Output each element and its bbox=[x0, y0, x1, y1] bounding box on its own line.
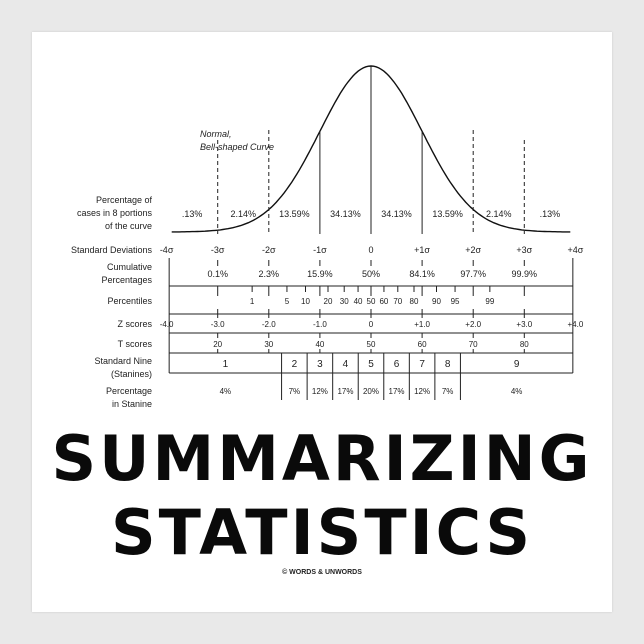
stanine-percentage: 7% bbox=[289, 387, 301, 396]
row-label-stanines: (Stanines) bbox=[111, 369, 152, 379]
z-score-label: +3.0 bbox=[516, 320, 532, 329]
portion-label: 34.13% bbox=[330, 209, 361, 219]
stanine-percentage: 4% bbox=[220, 387, 232, 396]
percentile-label: 95 bbox=[451, 297, 460, 306]
cumulative-label: 97.7% bbox=[460, 269, 486, 279]
portion-label: 2.14% bbox=[486, 209, 512, 219]
percentile-label: 80 bbox=[410, 297, 419, 306]
cumulative-label: 84.1% bbox=[409, 269, 435, 279]
cumulative-label: 0.1% bbox=[207, 269, 228, 279]
sd-label: +3σ bbox=[516, 245, 532, 255]
stanine-label: 9 bbox=[514, 359, 520, 370]
title-line-1: SUMMARIZING bbox=[51, 422, 593, 495]
normal-distribution-diagram: Normal, Bell-shaped Curve Percentage of cas… bbox=[71, 65, 584, 409]
percentile-label: 1 bbox=[250, 297, 255, 306]
stanine-percentage: 7% bbox=[442, 387, 454, 396]
stanine-percentage: 4% bbox=[511, 387, 523, 396]
sd-label: -1σ bbox=[313, 245, 327, 255]
portion-label: .13% bbox=[540, 209, 561, 219]
z-score-label: -1.0 bbox=[313, 320, 327, 329]
stanine-label: 1 bbox=[223, 359, 229, 370]
stanine-label: 8 bbox=[445, 359, 451, 370]
row-label-cumulative: Cumulative bbox=[107, 262, 152, 272]
portion-label: 13.59% bbox=[432, 209, 463, 219]
stanine-percentage: 12% bbox=[312, 387, 328, 396]
percentile-label: 90 bbox=[432, 297, 441, 306]
percentile-label: 30 bbox=[340, 297, 349, 306]
t-score-label: 50 bbox=[367, 340, 376, 349]
row-label-percentiles: Percentiles bbox=[107, 296, 152, 306]
t-score-label: 30 bbox=[264, 340, 273, 349]
sd-label: +2σ bbox=[465, 245, 481, 255]
sd-label: 0 bbox=[368, 245, 373, 255]
percentile-label: 20 bbox=[324, 297, 333, 306]
cumulative-label: 2.3% bbox=[259, 269, 280, 279]
stanine-percentage: 17% bbox=[337, 387, 353, 396]
stanine-label: 2 bbox=[292, 359, 298, 370]
portion-label: 2.14% bbox=[230, 209, 256, 219]
z-score-label: +2.0 bbox=[465, 320, 481, 329]
z-score-label: 0 bbox=[369, 320, 374, 329]
percentile-label: 99 bbox=[485, 297, 494, 306]
row-label-stanine-pct: Percentage bbox=[106, 386, 152, 396]
t-score-label: 40 bbox=[315, 340, 324, 349]
row-label-z: Z scores bbox=[117, 319, 152, 329]
sd-label: +4σ bbox=[567, 245, 583, 255]
stanine-label: 6 bbox=[394, 359, 400, 370]
percentile-label: 60 bbox=[379, 297, 388, 306]
portion-label: .13% bbox=[182, 209, 203, 219]
percentile-label: 50 bbox=[367, 297, 376, 306]
row-label-portions: cases in 8 portions bbox=[77, 208, 153, 218]
cumulative-label: 50% bbox=[362, 269, 380, 279]
stanine-percentage: 20% bbox=[363, 387, 379, 396]
z-score-label: +4.0 bbox=[568, 320, 584, 329]
z-score-label: -4.0 bbox=[160, 320, 174, 329]
z-score-label: -3.0 bbox=[211, 320, 225, 329]
portion-label: 13.59% bbox=[279, 209, 310, 219]
row-label-cumulative: Percentages bbox=[101, 275, 152, 285]
sd-label: -2σ bbox=[262, 245, 276, 255]
z-score-label: -2.0 bbox=[262, 320, 276, 329]
t-score-label: 70 bbox=[469, 340, 478, 349]
percentile-label: 5 bbox=[285, 297, 290, 306]
curve-label: Bell-shaped Curve bbox=[200, 142, 274, 152]
percentile-label: 70 bbox=[393, 297, 402, 306]
row-label-portions: Percentage of bbox=[96, 195, 153, 205]
percentile-label: 40 bbox=[354, 297, 363, 306]
t-score-label: 60 bbox=[418, 340, 427, 349]
t-score-label: 20 bbox=[213, 340, 222, 349]
stanine-percentage: 12% bbox=[414, 387, 430, 396]
t-score-label: 80 bbox=[520, 340, 529, 349]
portion-label: 34.13% bbox=[381, 209, 412, 219]
row-label-stanines: Standard Nine bbox=[94, 356, 152, 366]
copyright: © WORDS & UNWORDS bbox=[282, 569, 362, 576]
row-label-portions: of the curve bbox=[105, 221, 152, 231]
cumulative-label: 15.9% bbox=[307, 269, 333, 279]
row-label-stanine-pct: in Stanine bbox=[112, 399, 152, 409]
row-label-t: T scores bbox=[118, 339, 153, 349]
cumulative-label: 99.9% bbox=[512, 269, 538, 279]
stanine-percentage: 17% bbox=[389, 387, 405, 396]
stanine-label: 4 bbox=[343, 359, 349, 370]
sd-label: -4σ bbox=[160, 245, 174, 255]
sd-label: -3σ bbox=[211, 245, 225, 255]
row-label-sd: Standard Deviations bbox=[71, 245, 153, 255]
stanine-label: 7 bbox=[419, 359, 425, 370]
title-line-2: STATISTICS bbox=[111, 496, 533, 569]
curve-label: Normal, bbox=[200, 129, 232, 139]
stanine-label: 3 bbox=[317, 359, 323, 370]
z-score-label: +1.0 bbox=[414, 320, 430, 329]
sd-label: +1σ bbox=[414, 245, 430, 255]
stanine-label: 5 bbox=[368, 359, 374, 370]
percentile-label: 10 bbox=[301, 297, 310, 306]
